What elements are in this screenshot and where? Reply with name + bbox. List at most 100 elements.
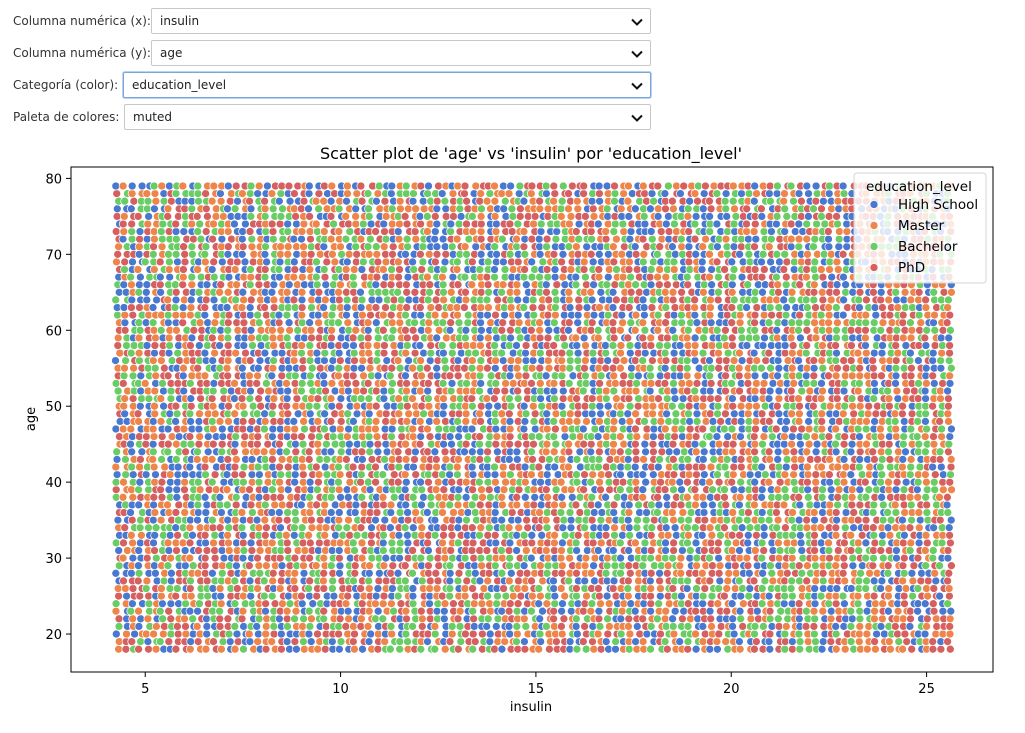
data-point xyxy=(401,562,409,570)
data-point xyxy=(803,342,811,350)
data-point xyxy=(232,493,240,501)
category-select[interactable]: education_level xyxy=(123,72,651,98)
data-point xyxy=(494,615,502,623)
data-point xyxy=(569,372,577,380)
data-point xyxy=(136,524,144,532)
data-point xyxy=(121,364,129,372)
data-point xyxy=(174,379,182,387)
data-point xyxy=(892,379,900,387)
data-point xyxy=(256,357,264,365)
data-point xyxy=(929,349,937,357)
data-point xyxy=(372,387,380,395)
data-point xyxy=(536,364,544,372)
data-point xyxy=(617,402,625,410)
data-point xyxy=(717,417,725,425)
data-point xyxy=(810,509,818,517)
data-point xyxy=(216,615,224,623)
data-point xyxy=(538,531,546,539)
y-column-select[interactable]: age xyxy=(151,40,651,66)
data-point xyxy=(932,615,940,623)
data-point xyxy=(620,357,628,365)
data-point xyxy=(167,387,175,395)
palette-select[interactable]: muted xyxy=(124,104,651,130)
x-column-select[interactable]: insulin xyxy=(151,8,651,34)
data-point xyxy=(788,577,796,585)
data-point xyxy=(277,630,285,638)
data-point xyxy=(788,440,796,448)
data-point xyxy=(509,349,517,357)
data-point xyxy=(291,425,299,433)
data-point xyxy=(723,516,731,524)
data-point xyxy=(573,395,581,403)
data-point xyxy=(143,577,151,585)
data-point xyxy=(345,615,353,623)
data-point xyxy=(653,509,661,517)
data-point xyxy=(502,592,510,600)
data-point xyxy=(646,577,654,585)
data-point xyxy=(789,342,797,350)
data-point xyxy=(527,326,535,334)
data-point xyxy=(913,486,921,494)
data-point xyxy=(425,463,433,471)
data-point xyxy=(739,585,747,593)
data-point xyxy=(565,440,573,448)
data-point xyxy=(795,562,803,570)
data-point xyxy=(921,433,929,441)
data-point xyxy=(839,410,847,418)
data-point xyxy=(583,547,591,555)
data-point xyxy=(121,455,129,463)
data-point xyxy=(401,524,409,532)
data-point xyxy=(552,638,560,646)
data-point xyxy=(358,554,366,562)
data-point xyxy=(598,509,606,517)
data-point xyxy=(208,516,216,524)
data-point xyxy=(513,531,521,539)
data-point xyxy=(626,417,634,425)
data-point xyxy=(461,585,469,593)
data-point xyxy=(208,334,216,342)
data-point xyxy=(922,379,930,387)
data-point xyxy=(573,645,581,653)
data-point xyxy=(536,630,544,638)
data-point xyxy=(292,440,300,448)
data-point xyxy=(708,501,716,509)
data-point xyxy=(165,547,173,555)
data-point xyxy=(327,509,335,517)
data-point xyxy=(535,585,543,593)
data-point xyxy=(869,448,877,456)
data-point xyxy=(728,425,736,433)
data-point xyxy=(402,372,410,380)
data-point xyxy=(417,478,425,486)
data-point xyxy=(374,334,382,342)
data-point xyxy=(343,379,351,387)
data-point xyxy=(551,592,559,600)
data-point xyxy=(232,501,240,509)
data-point xyxy=(757,364,765,372)
data-point xyxy=(136,478,144,486)
data-point xyxy=(662,524,670,532)
data-point xyxy=(581,364,589,372)
data-point xyxy=(144,615,152,623)
data-point xyxy=(899,562,907,570)
data-point xyxy=(914,493,922,501)
data-point xyxy=(493,334,501,342)
data-point xyxy=(254,463,262,471)
data-point xyxy=(788,319,796,327)
data-point xyxy=(832,622,840,630)
data-point xyxy=(589,638,597,646)
data-point xyxy=(945,524,953,532)
data-point xyxy=(366,486,374,494)
data-point xyxy=(344,592,352,600)
data-point xyxy=(832,645,840,653)
data-point xyxy=(335,516,343,524)
data-point xyxy=(477,326,485,334)
data-point xyxy=(789,425,797,433)
data-point xyxy=(119,379,127,387)
data-point xyxy=(589,539,597,547)
data-point xyxy=(447,387,455,395)
data-point xyxy=(461,592,469,600)
data-point xyxy=(522,622,530,630)
data-point xyxy=(120,577,128,585)
data-point xyxy=(550,433,558,441)
data-point xyxy=(220,554,228,562)
